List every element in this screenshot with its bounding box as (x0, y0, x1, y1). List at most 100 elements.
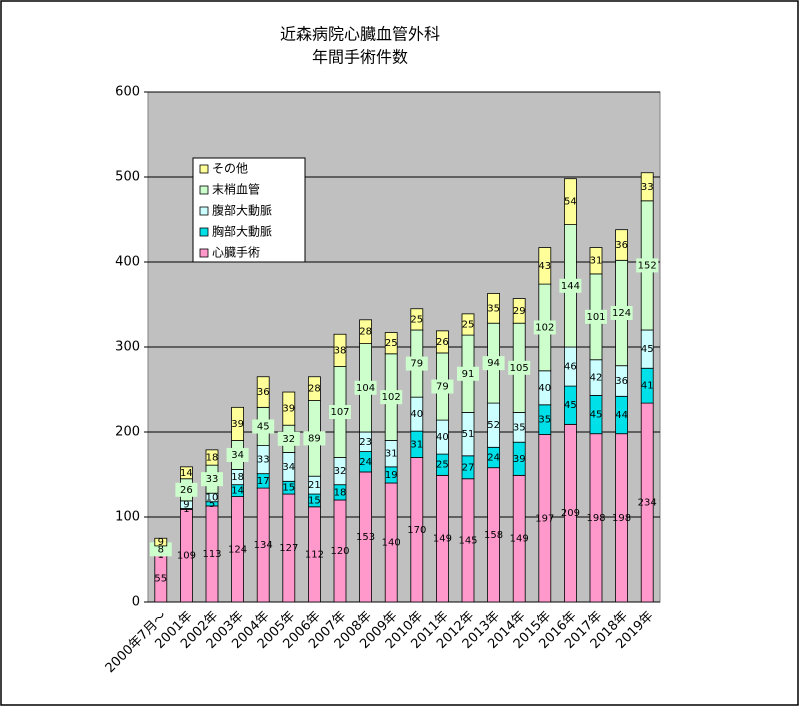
data-label: 14 (180, 468, 193, 479)
data-label: 198 (586, 513, 605, 524)
data-label: 9 (183, 500, 189, 511)
data-label: 109 (177, 551, 196, 562)
data-label: 26 (180, 485, 193, 496)
label-box (175, 482, 198, 497)
data-label: 41 (641, 381, 654, 392)
data-label: 33 (257, 455, 270, 466)
data-label: 9 (158, 537, 164, 548)
data-label: 17 (257, 476, 270, 487)
label-box (482, 356, 505, 371)
data-label: 36 (615, 240, 628, 251)
data-label: 45 (564, 400, 577, 411)
label-box (533, 320, 556, 335)
data-label: 5 (209, 499, 215, 510)
data-label: 19 (385, 470, 398, 481)
data-label: 27 (462, 462, 475, 473)
label-box (201, 472, 223, 487)
data-label: 10 (206, 492, 219, 503)
y-tick-label: 300 (115, 340, 140, 355)
bar-segment (461, 313, 475, 336)
data-label: 14 (231, 486, 244, 497)
data-label: 42 (590, 373, 603, 384)
data-label: 209 (561, 508, 580, 519)
bar-segment (564, 178, 577, 225)
data-label: 23 (359, 437, 372, 448)
data-label: 152 (638, 260, 657, 271)
data-label: 94 (487, 358, 500, 369)
legend-label: その他 (212, 162, 248, 176)
bar-segment (359, 319, 373, 344)
data-label: 44 (615, 410, 628, 421)
data-label: 149 (510, 534, 529, 545)
label-box (431, 379, 454, 394)
bar-segment (538, 247, 552, 285)
data-label: 31 (590, 256, 603, 267)
data-label: 113 (202, 549, 221, 560)
data-label: 31 (410, 439, 423, 450)
label-box (329, 405, 351, 420)
bar-segment (589, 247, 603, 275)
data-label: 39 (231, 419, 244, 430)
data-label: 120 (330, 546, 349, 557)
data-label: 18 (206, 453, 219, 464)
data-label: 33 (206, 474, 219, 485)
bar-segment (410, 308, 424, 331)
bar-segment (231, 406, 245, 441)
data-label: 28 (359, 327, 372, 338)
bar-segment (512, 298, 526, 324)
data-label: 35 (487, 303, 500, 314)
data-label: 55 (154, 574, 167, 585)
legend-swatch (199, 206, 209, 216)
bar-segment (307, 376, 321, 401)
bar-segment (282, 391, 296, 426)
bar-segment (154, 537, 168, 547)
data-label: 197 (535, 513, 554, 524)
data-label: 18 (334, 487, 347, 498)
y-tick-label: 0 (132, 595, 140, 610)
legend (192, 157, 306, 263)
data-label: 25 (462, 319, 475, 330)
bar-segment (487, 293, 501, 324)
data-label: 32 (334, 466, 347, 477)
data-label: 134 (254, 540, 273, 551)
data-label: 89 (308, 433, 321, 444)
data-label: 149 (433, 534, 452, 545)
data-label: 105 (510, 363, 529, 374)
data-label: 40 (538, 383, 551, 394)
chart-title: 近森病院心臓血管外科 (280, 25, 440, 44)
data-label: 124 (228, 544, 247, 555)
data-label: 52 (487, 420, 500, 431)
data-label: 39 (513, 454, 526, 465)
data-label: 112 (305, 549, 324, 560)
legend-label: 腹部大動脈 (212, 203, 272, 218)
data-label: 54 (564, 197, 577, 208)
data-label: 153 (356, 532, 375, 543)
data-label: 18 (231, 472, 244, 483)
legend-label: 末梢血管 (212, 182, 260, 197)
y-tick-label: 200 (115, 425, 140, 440)
data-label: 234 (638, 498, 657, 509)
data-label: 1 (183, 504, 189, 515)
legend-swatch (199, 185, 209, 195)
label-box (636, 258, 659, 273)
label-box (610, 306, 633, 320)
label-box (380, 390, 403, 405)
data-label: 79 (410, 359, 423, 370)
legend-swatch (199, 227, 209, 237)
data-label: 25 (410, 314, 423, 325)
label-box (226, 447, 249, 462)
data-label: 101 (586, 312, 605, 323)
data-label: 158 (484, 530, 503, 541)
data-label: 124 (612, 308, 631, 319)
data-label: 32 (282, 434, 295, 445)
label-box (585, 309, 607, 324)
y-tick-label: 600 (115, 85, 140, 100)
y-tick-label: 400 (115, 255, 140, 270)
data-label: 127 (279, 543, 298, 554)
legend-swatch (199, 164, 209, 174)
data-label: 36 (615, 376, 628, 387)
data-label: 24 (359, 457, 372, 468)
data-label: 21 (308, 480, 321, 491)
label-box (405, 356, 428, 371)
